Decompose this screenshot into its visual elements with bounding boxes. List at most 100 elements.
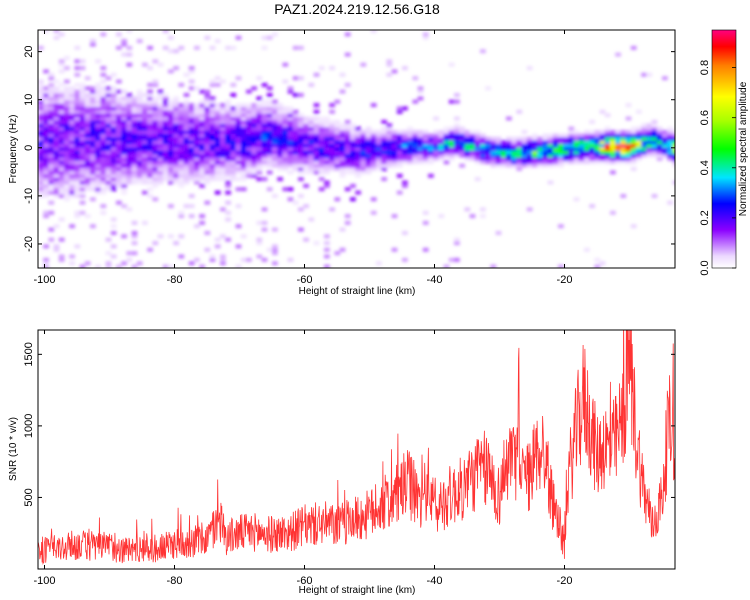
spectrogram-cell	[246, 153, 252, 158]
spectrogram-cell	[266, 156, 273, 161]
spectrogram-cell	[506, 160, 512, 165]
spectrogram-cell	[136, 99, 143, 104]
spectrogram-cell	[594, 160, 601, 165]
spectrogram-cell	[526, 150, 533, 155]
spectrogram-cell	[95, 167, 101, 171]
spectrogram-cell	[74, 210, 81, 215]
spectrogram-cell	[110, 163, 117, 168]
spectrogram-cell	[292, 160, 299, 165]
spectrogram-cell	[261, 150, 268, 155]
spectrogram-cell	[272, 163, 278, 168]
spectrogram-cell	[376, 143, 382, 148]
spectrogram-cell	[474, 136, 481, 141]
spectrogram-cell	[329, 103, 335, 108]
spectrogram-cell	[662, 76, 668, 81]
spectrogram-cell	[230, 167, 237, 171]
spectrogram-cell	[69, 177, 75, 182]
spectrogram-cell	[578, 150, 585, 155]
spectrogram-cell	[178, 113, 185, 118]
spectrogram-cell	[230, 156, 237, 161]
spectrogram-cell	[95, 119, 101, 124]
spectrogram-cell	[209, 79, 216, 84]
spectrogram-cell	[168, 130, 174, 134]
spectrogram-cell	[433, 130, 439, 134]
spectrogram-cell	[95, 126, 101, 131]
spectrogram-cell	[58, 93, 65, 97]
spectrogram-cell	[526, 140, 533, 145]
spectrogram-cell	[199, 103, 205, 108]
spectrogram-cell	[162, 130, 169, 134]
spectrogram-cell	[168, 133, 174, 138]
spectrogram-cell	[95, 103, 101, 108]
spectrogram-cell	[110, 89, 117, 94]
spectrogram-cell	[667, 140, 673, 145]
spectrogram-cell	[630, 133, 637, 138]
spectrogram-cell	[116, 89, 122, 94]
spectrogram-cell	[43, 119, 49, 124]
spectrogram-cell	[329, 167, 335, 171]
spectrogram-cell	[131, 160, 138, 165]
spectrogram-cell	[292, 119, 299, 124]
spectrogram-cell	[199, 99, 205, 104]
spectrogram-cell	[79, 82, 86, 87]
spectrogram-cell	[282, 130, 289, 134]
spectrogram-cell	[116, 116, 122, 121]
spectrogram-cell	[256, 150, 263, 155]
spectrogram-cell	[131, 251, 138, 256]
spectrogram-cell	[235, 123, 242, 128]
spectrogram-cell	[69, 123, 75, 128]
spectrogram-cell	[110, 173, 117, 178]
spectrogram-cell	[656, 153, 663, 158]
spectrogram-cell	[194, 109, 200, 114]
spectrogram-cell	[350, 133, 356, 138]
spectrogram-cell	[38, 180, 44, 185]
spectrogram-cell	[110, 150, 117, 155]
spectrogram-cell	[225, 183, 231, 188]
spectrogram-cell	[173, 66, 179, 71]
spectrogram-cell	[64, 109, 70, 114]
spectrogram-cell	[402, 231, 408, 235]
spectrogram-cell	[90, 183, 96, 188]
spectrogram-cell	[116, 163, 122, 168]
spectrogram-cell	[641, 123, 647, 128]
spectrogram-cell	[464, 146, 471, 151]
spectrogram-cell	[199, 146, 205, 151]
spectrogram-cell	[350, 163, 356, 168]
spectrogram-cell	[573, 130, 580, 134]
snr-series-line	[38, 330, 675, 565]
colorbar-gradient	[711, 29, 737, 269]
spectrogram-cell	[407, 156, 413, 161]
spectrogram-cell	[370, 153, 377, 158]
spectrogram-cell	[214, 126, 221, 131]
spectrogram-cell	[656, 136, 663, 141]
spectrogram-cell	[542, 156, 549, 161]
spectrogram-cell	[355, 146, 361, 151]
spectrogram-cell	[277, 123, 283, 128]
spectrogram-cell	[220, 106, 226, 111]
spectrogram-cell	[121, 133, 127, 138]
spectrogram-cell	[303, 237, 309, 242]
spectrogram-cell	[360, 130, 367, 134]
spectrogram-cell	[277, 113, 283, 118]
spectrogram-cell	[147, 133, 153, 138]
spectrogram-cell	[220, 109, 226, 114]
spectrogram-cell	[485, 150, 491, 155]
spectrogram-cell	[532, 136, 538, 141]
spectrogram-cell	[365, 153, 372, 158]
spectrogram-cell	[183, 123, 190, 128]
spectrogram-cell	[64, 197, 70, 202]
spectrogram-cell	[230, 116, 237, 121]
spectrogram-cell	[251, 106, 257, 111]
spectrogram-cell	[84, 93, 91, 97]
spectrogram-cell	[292, 126, 299, 131]
spectrogram-cell	[308, 146, 315, 151]
spectrogram-cell	[183, 116, 190, 121]
spectrogram-cell	[386, 62, 393, 67]
spectrogram-cell	[443, 150, 450, 155]
spectrogram-cell	[558, 163, 564, 168]
spectrogram-cell	[142, 153, 148, 158]
spectrogram-cell	[152, 123, 159, 128]
spectrogram-cell	[152, 170, 159, 175]
spectrogram-cell	[53, 89, 60, 94]
spectrogram-cell	[516, 109, 523, 114]
